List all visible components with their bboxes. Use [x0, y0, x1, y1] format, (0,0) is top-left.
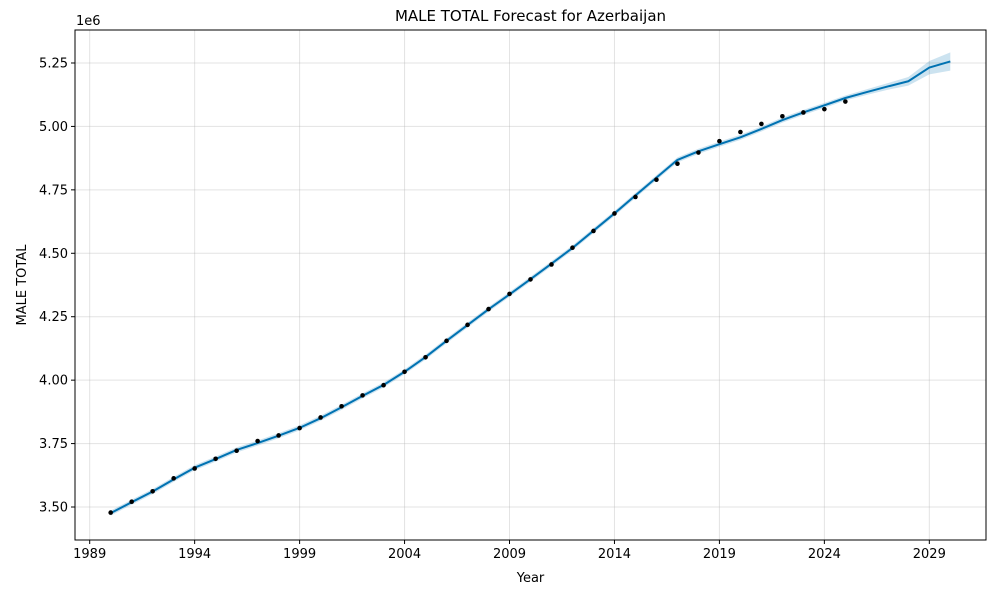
observed-point: [675, 161, 680, 167]
observed-point: [612, 211, 617, 216]
y-tick-label: 4.50: [39, 247, 68, 262]
x-tick-label: 1999: [283, 547, 316, 562]
observed-point: [465, 322, 470, 328]
observed-point: [780, 113, 785, 119]
observed-point: [150, 488, 155, 494]
observed-point: [381, 382, 386, 388]
y-tick-label: 4.25: [39, 310, 68, 325]
observed-point: [801, 110, 806, 115]
observed-point: [696, 150, 701, 155]
observed-point: [360, 393, 365, 398]
observed-point: [192, 466, 197, 471]
observed-point: [717, 138, 722, 144]
observed-point: [633, 194, 638, 200]
x-tick-label: 1994: [178, 547, 211, 562]
observed-point: [297, 425, 302, 431]
observed-point: [570, 245, 575, 250]
y-axis-label: MALE TOTAL: [15, 244, 30, 326]
y-tick-label: 4.00: [39, 374, 68, 389]
observed-point: [276, 433, 281, 438]
observed-point: [843, 99, 848, 104]
x-tick-label: 2009: [493, 547, 526, 562]
observed-point: [444, 338, 449, 344]
observed-point: [738, 129, 743, 135]
observed-point: [129, 499, 134, 504]
y-axis-offset-label: 1e6: [76, 14, 101, 29]
observed-point: [591, 228, 596, 234]
x-tick-label: 1989: [73, 547, 106, 562]
y-tick-label: 5.00: [39, 120, 68, 135]
grid: [75, 30, 986, 540]
y-tick-label: 3.75: [39, 437, 68, 452]
observed-point: [423, 355, 428, 360]
plot-frame: [74, 29, 987, 541]
observed-point: [486, 306, 491, 312]
x-tick-label: 2004: [388, 547, 421, 562]
x-axis-label: Year: [516, 571, 545, 586]
observed-point: [822, 106, 827, 112]
observed-point: [255, 438, 260, 444]
x-axis-ticks: 1989 1994 1999 2004 2009 2014 2019 2024 2029: [73, 540, 946, 562]
y-axis-ticks: 3.50 3.75 4.00 4.25 4.50 4.75 5.00 5.25: [39, 56, 75, 516]
x-tick-label: 2029: [913, 547, 946, 562]
chart-title: MALE TOTAL Forecast for Azerbaijan: [395, 7, 666, 25]
observed-point: [759, 121, 764, 127]
observed-points: [108, 99, 848, 515]
observed-point: [213, 456, 218, 462]
observed-point: [171, 476, 176, 481]
observed-point: [318, 415, 323, 420]
observed-point: [339, 403, 344, 409]
observed-point: [108, 510, 113, 515]
y-tick-label: 5.25: [39, 56, 68, 71]
observed-point: [402, 369, 407, 375]
observed-point: [654, 177, 659, 182]
y-tick-label: 3.50: [39, 501, 68, 516]
y-tick-label: 4.75: [39, 183, 68, 198]
x-tick-label: 2019: [703, 547, 736, 562]
x-tick-label: 2024: [808, 547, 841, 562]
observed-point: [549, 262, 554, 267]
observed-point: [234, 448, 239, 453]
x-tick-label: 2014: [598, 547, 631, 562]
observed-point: [507, 291, 512, 297]
observed-point: [528, 277, 533, 282]
